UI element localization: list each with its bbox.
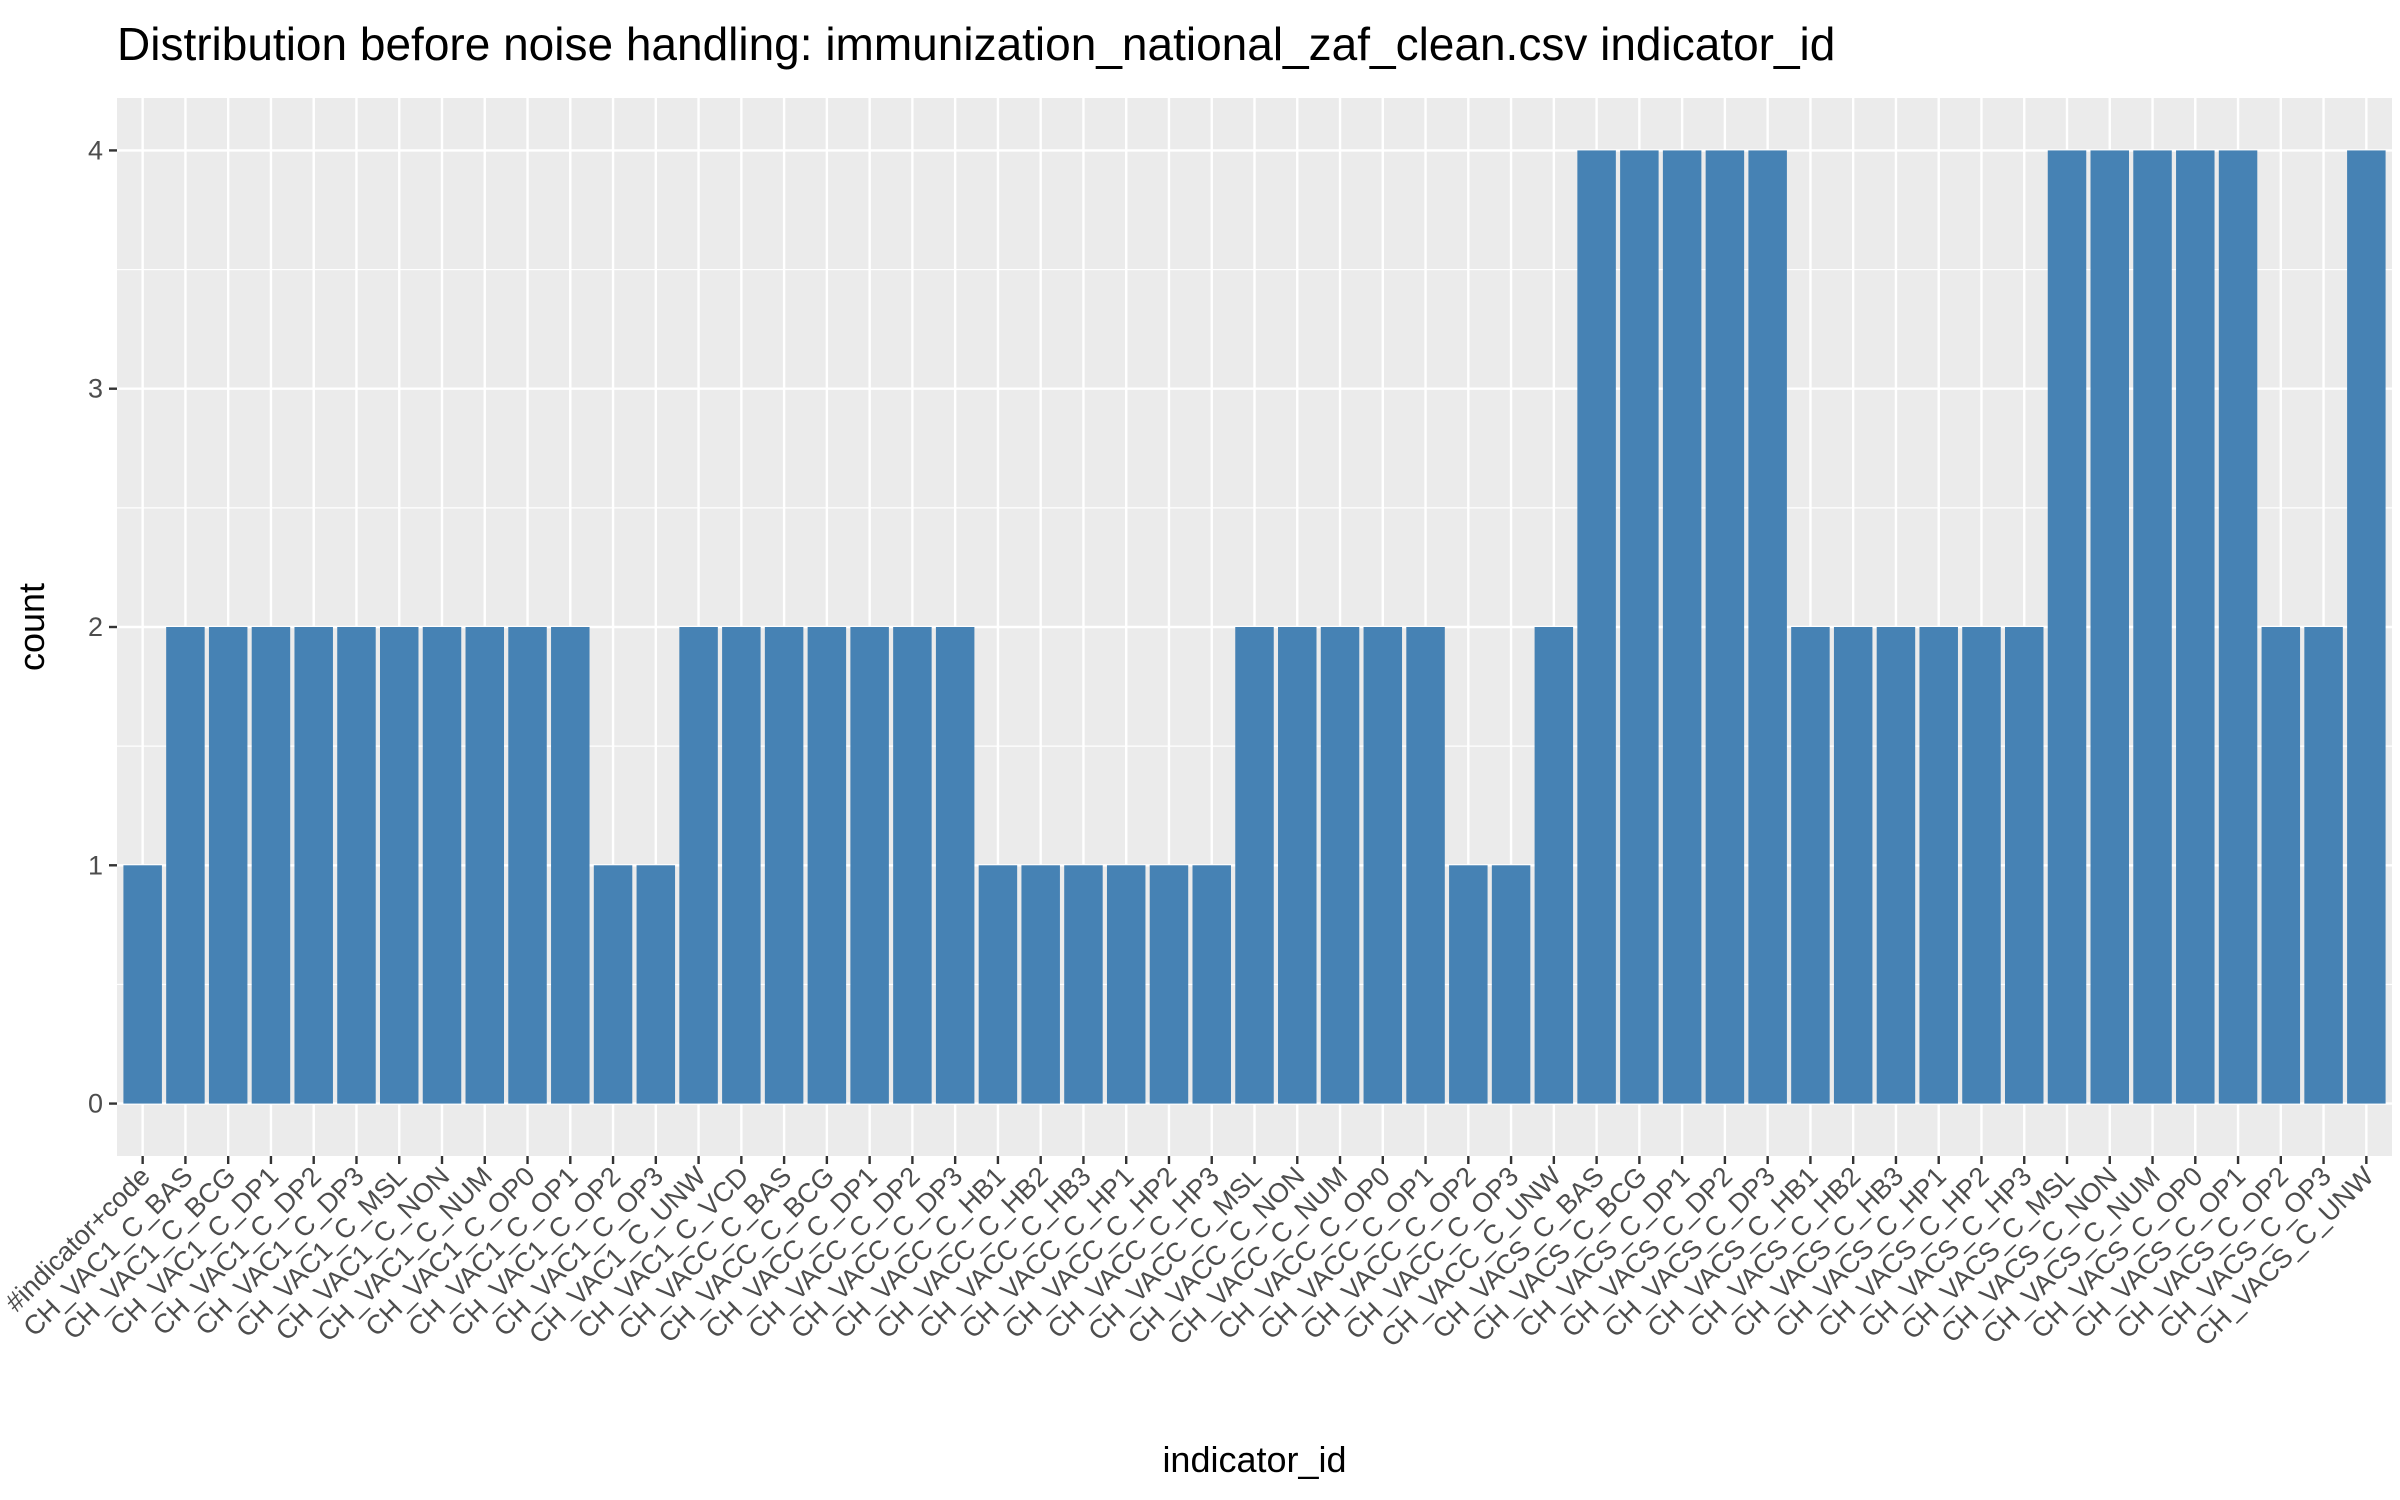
bar [978,865,1018,1104]
bar [1491,865,1531,1104]
bar [1320,627,1360,1104]
bar [1106,865,1146,1104]
bar [2047,150,2087,1104]
bar [1406,627,1445,1104]
x-axis-title: indicator_id [1162,1439,1346,1480]
bar [1577,150,1616,1104]
bar [166,627,205,1104]
y-tick-label: 2 [88,612,103,642]
bar [2347,150,2386,1104]
bar [1021,865,1060,1104]
bar [1748,150,1787,1104]
bar [508,627,547,1104]
chart-title: Distribution before noise handling: immu… [117,18,1835,70]
bar [2004,627,2044,1104]
y-tick-label: 0 [88,1089,103,1119]
bar [1919,627,1958,1104]
bar [2133,150,2172,1104]
bar [2090,150,2130,1104]
bar [2261,627,2301,1104]
bar [593,865,633,1104]
bar [1662,150,1702,1104]
y-axis-ticks: 0 1 2 3 4 [88,135,117,1119]
bar [1149,865,1189,1104]
bar [807,627,847,1104]
bar [1534,627,1574,1104]
bar [764,627,804,1104]
bar [935,627,975,1104]
y-tick-label: 4 [88,135,103,165]
bar [722,627,761,1104]
bar [123,865,162,1104]
bar [2304,627,2343,1104]
bar [1876,627,1916,1104]
bar [1620,150,1659,1104]
y-axis-title: count [11,583,52,671]
bar [1449,865,1488,1104]
bar [465,627,505,1104]
bar [2218,150,2258,1104]
bar [1064,865,1103,1104]
bar [1192,865,1231,1104]
bar [208,627,248,1104]
y-tick-label: 1 [88,850,103,880]
bar [251,627,291,1104]
bar [379,627,419,1104]
x-axis-ticks: #indicator+codeCH_VAC1_C_BASCH_VAC1_C_BC… [0,1156,2380,1353]
bars [123,150,2386,1104]
bar [1705,150,1745,1104]
bar [1278,627,1317,1104]
bar [294,627,333,1104]
bar [1833,627,1873,1104]
bar [1791,627,1830,1104]
bar [422,627,462,1104]
bar [1962,627,2001,1104]
bar [636,865,676,1104]
bar [551,627,590,1104]
bar [850,627,889,1104]
bar [1363,627,1403,1104]
bar [2176,150,2215,1104]
bar [679,627,718,1104]
bar [1235,627,1274,1104]
bar [893,627,932,1104]
y-tick-label: 3 [88,374,103,404]
bar [337,627,376,1104]
